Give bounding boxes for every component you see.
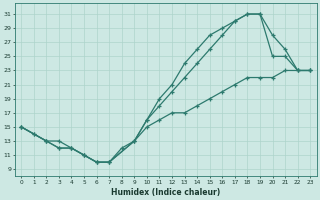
X-axis label: Humidex (Indice chaleur): Humidex (Indice chaleur) <box>111 188 220 197</box>
